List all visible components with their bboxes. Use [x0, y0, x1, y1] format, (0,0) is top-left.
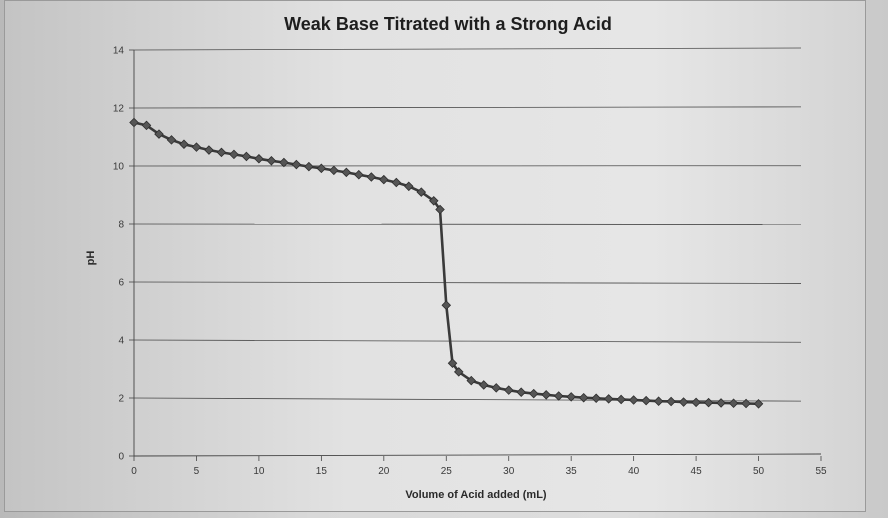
- data-point: [628, 395, 639, 405]
- y-tick-label: 4: [118, 336, 124, 347]
- data-point: [316, 163, 327, 174]
- x-tick-label: 40: [628, 466, 640, 477]
- data-point: [753, 399, 764, 409]
- data-point: [266, 156, 277, 166]
- x-tick-label: 45: [691, 466, 703, 477]
- axes: [129, 49, 822, 461]
- data-point: [435, 204, 445, 215]
- data-point: [541, 390, 551, 400]
- data-point: [478, 380, 489, 390]
- data-point: [291, 159, 302, 170]
- data-point: [204, 145, 214, 155]
- data-point: [528, 388, 539, 399]
- data-point: [591, 393, 601, 404]
- data-point: [191, 142, 202, 152]
- data-point: [616, 394, 626, 405]
- x-tick-label: 10: [253, 466, 265, 477]
- data-point: [566, 392, 576, 402]
- y-tick-label: 10: [113, 162, 125, 173]
- gridline-y-8: [133, 223, 802, 225]
- x-tick-label: 30: [503, 466, 515, 477]
- y-tick-label: 14: [113, 46, 125, 57]
- data-point: [366, 172, 377, 182]
- data-point: [229, 149, 239, 160]
- y-axis-label: pH: [85, 251, 97, 266]
- data-point: [354, 169, 364, 180]
- gridline-y-4: [133, 339, 802, 343]
- data-point: [553, 391, 564, 401]
- chart-title: Weak Base Titrated with a Strong Acid: [284, 14, 612, 34]
- data-point: [516, 387, 526, 397]
- y-tick-label: 0: [118, 452, 124, 463]
- data-point: [379, 174, 389, 185]
- x-tick-label: 0: [131, 466, 137, 477]
- data-point: [141, 120, 152, 131]
- data-point: [179, 139, 189, 150]
- gridline-y-12: [133, 106, 802, 109]
- data-point: [241, 151, 252, 162]
- data-point: [703, 397, 714, 408]
- gridline-y-14: [133, 47, 802, 51]
- data-point: [728, 398, 739, 408]
- x-tick-label: 35: [566, 466, 578, 477]
- y-tick-label: 2: [118, 394, 124, 405]
- x-tick-label: 5: [194, 466, 200, 477]
- data-point: [216, 147, 227, 158]
- data-point: [304, 161, 314, 172]
- gridline-y-2: [133, 397, 802, 402]
- data-point: [129, 117, 139, 128]
- data-point: [491, 383, 502, 393]
- paper-sheet: [4, 0, 866, 512]
- data-point: [678, 397, 689, 407]
- data-point: [503, 385, 514, 395]
- data-point: [329, 165, 339, 176]
- data-point: [279, 157, 289, 168]
- x-axis-line: [133, 453, 822, 457]
- data-point: [716, 398, 726, 408]
- series-line: [133, 121, 759, 406]
- grid-lines: [133, 47, 802, 402]
- x-tick-label: 15: [316, 466, 328, 477]
- data-point: [453, 367, 464, 377]
- data-point: [416, 187, 427, 197]
- y-tick-label: 8: [118, 220, 124, 231]
- data-point: [429, 196, 439, 206]
- gridline-y-6: [133, 281, 802, 284]
- data-point: [466, 375, 477, 386]
- data-point: [441, 300, 452, 310]
- data-series: [129, 117, 764, 409]
- data-point: [603, 394, 614, 404]
- data-point: [641, 395, 651, 406]
- x-tick-label: 50: [753, 466, 765, 477]
- y-tick-label: 12: [113, 104, 125, 115]
- data-point: [391, 177, 402, 188]
- data-point: [578, 392, 589, 403]
- data-point: [154, 129, 164, 139]
- x-tick-label: 25: [441, 466, 453, 477]
- data-point: [447, 358, 458, 368]
- x-axis-label: Volume of Acid added (mL): [405, 489, 547, 501]
- y-tick-label: 6: [118, 278, 124, 289]
- data-point: [341, 167, 352, 178]
- data-point: [653, 396, 664, 406]
- data-point: [741, 398, 751, 409]
- x-tick-label: 55: [815, 466, 827, 477]
- data-point: [254, 153, 264, 164]
- tick-labels: 0 2 4 6 8 10 12 14 0 5 10 15 20 25 30 35 40 45 50 55: [113, 46, 827, 478]
- data-point: [666, 396, 676, 407]
- data-point: [404, 181, 414, 192]
- data-point: [166, 135, 177, 145]
- data-point: [691, 397, 701, 408]
- x-tick-label: 20: [378, 466, 390, 477]
